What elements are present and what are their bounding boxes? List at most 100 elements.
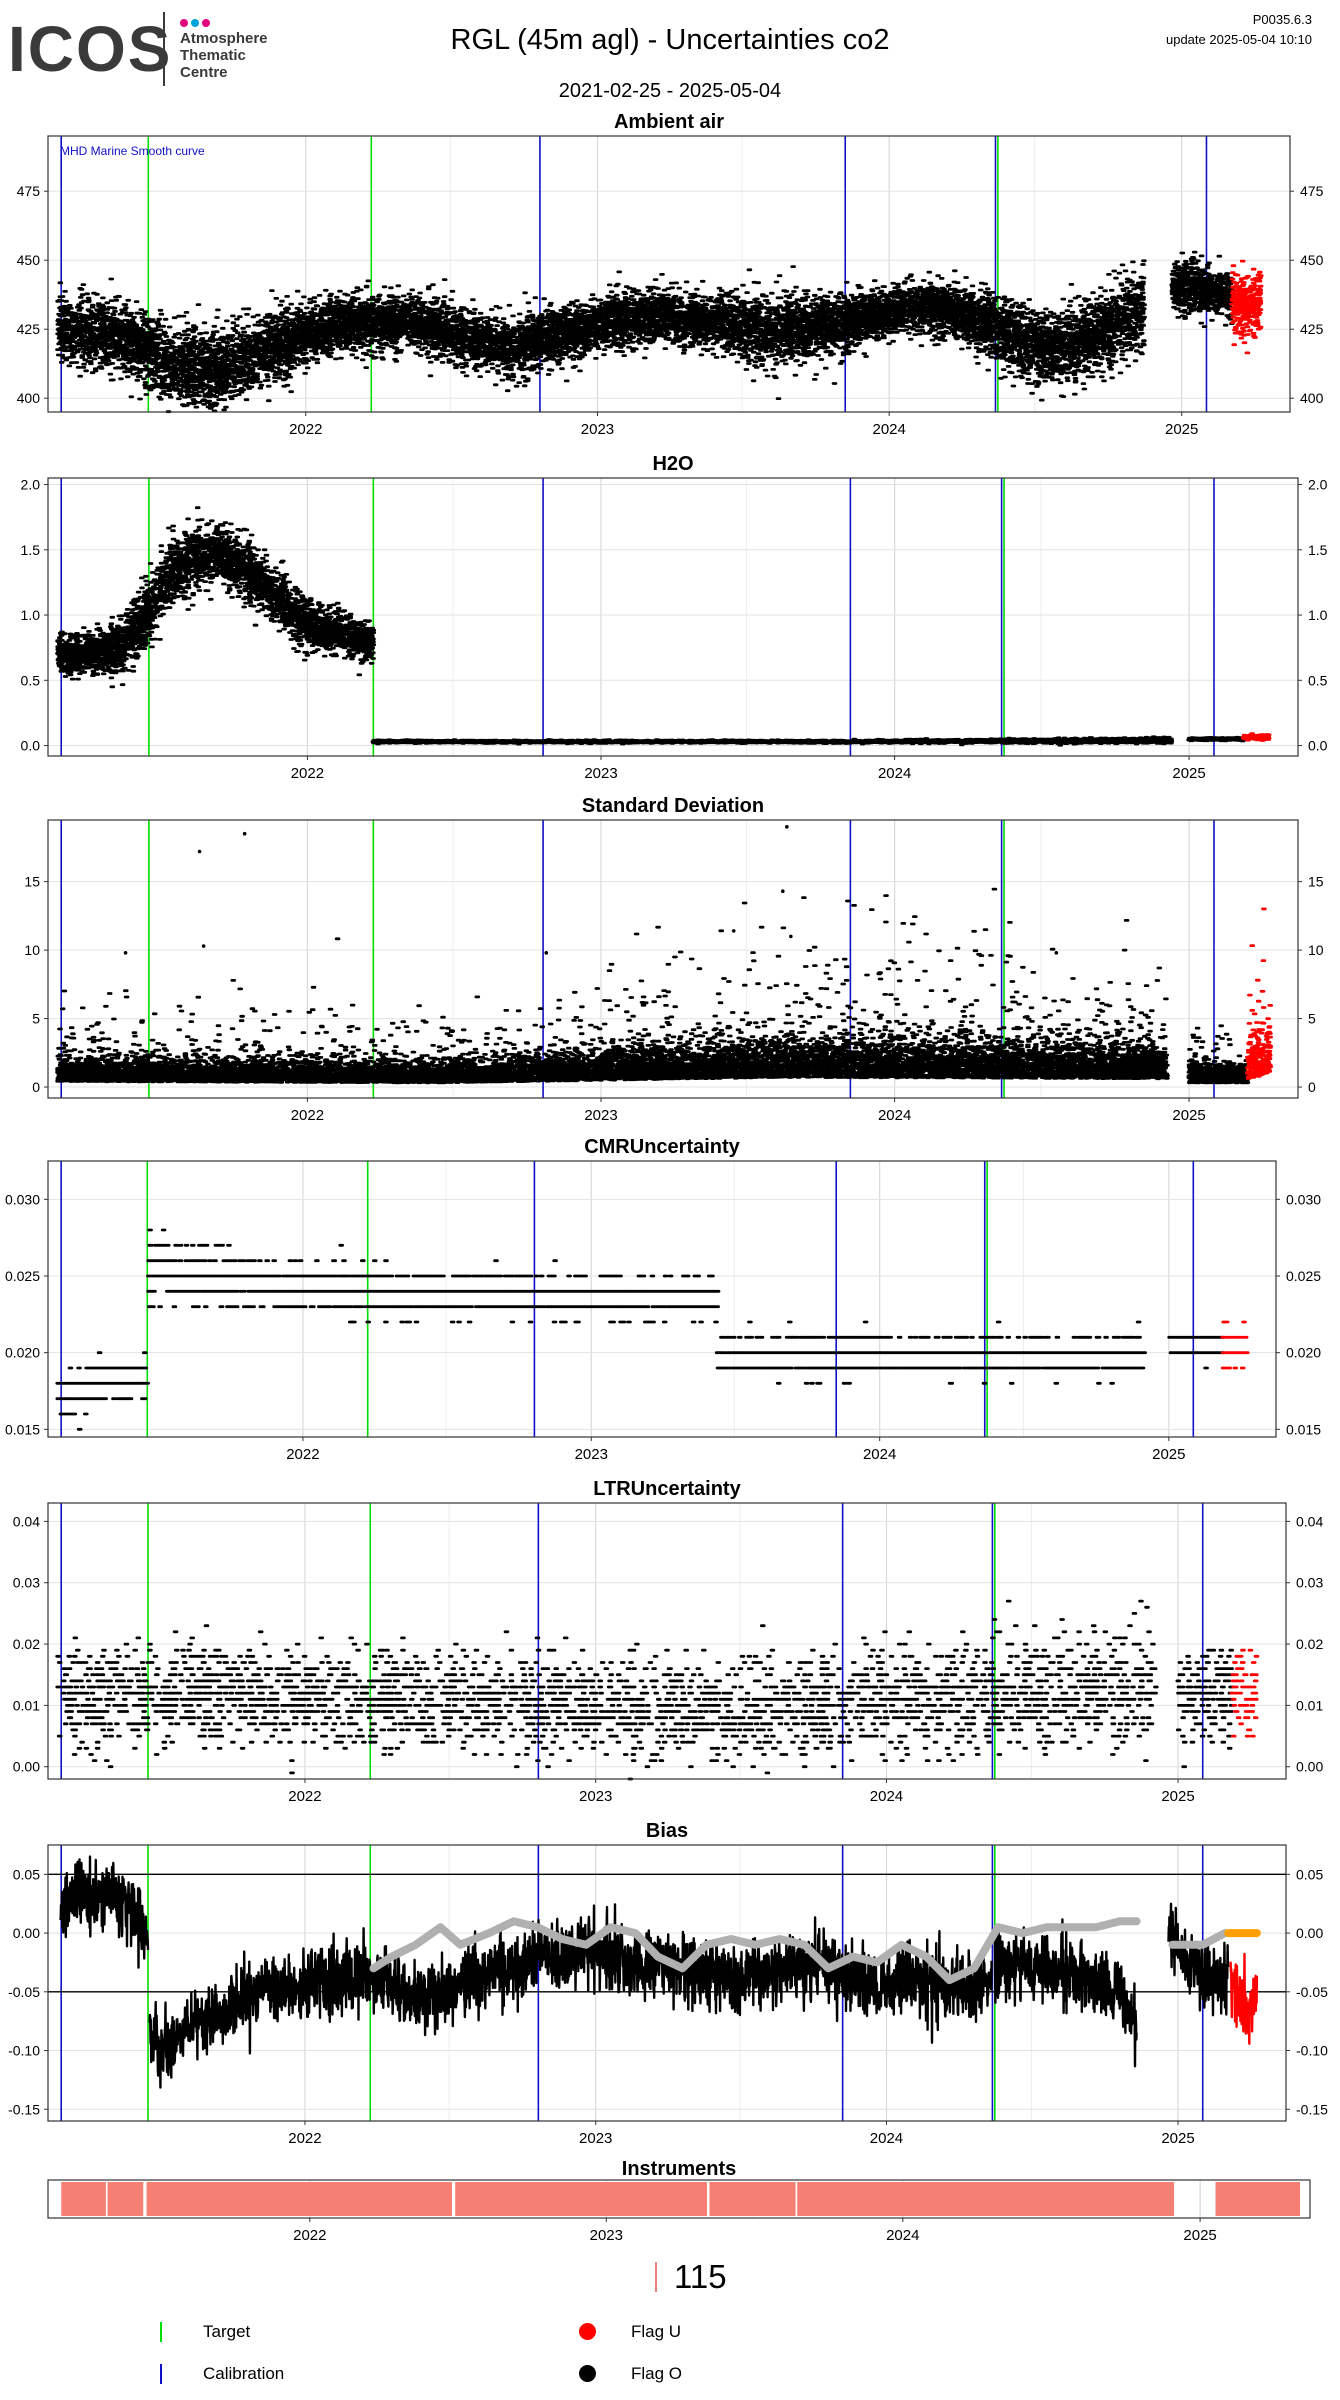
y-tick-label-left: 0.01 xyxy=(13,1697,40,1713)
logo-subtitle: Atmosphere Thematic Centre xyxy=(180,30,268,81)
outlier-point xyxy=(1054,951,1059,955)
bias-flag-o-line xyxy=(148,1927,372,2089)
y-tick-label-left: 0 xyxy=(32,1079,40,1095)
flag-o-points xyxy=(55,506,377,689)
flag-o-points xyxy=(714,1320,1147,1385)
y-tick-label-right: 0.03 xyxy=(1296,1575,1323,1591)
logo-dot-icon xyxy=(191,19,199,27)
logo-dots-icon xyxy=(180,14,213,27)
bias-smooth-line xyxy=(1168,1929,1229,1949)
outlier-point xyxy=(731,929,736,933)
outlier-point xyxy=(242,831,247,836)
x-tick-label: 2022 xyxy=(291,1107,324,1124)
bias-flag-u-line xyxy=(1229,1952,1259,2045)
x-tick-label: 2023 xyxy=(590,2227,623,2244)
x-tick-label: 2023 xyxy=(584,765,617,782)
y-tick-label-left: 0.00 xyxy=(13,1759,40,1775)
outlier-point xyxy=(789,934,793,939)
page-header: ICOS Atmosphere Thematic Centre RGL (45m… xyxy=(0,0,1340,102)
instrument-period-bar xyxy=(1215,2182,1300,2216)
y-tick-label-left: 0.5 xyxy=(21,672,41,688)
y-tick-label-right: 400 xyxy=(1300,390,1324,406)
y-tick-label-left: 0.030 xyxy=(5,1191,40,1207)
outlier-point xyxy=(123,951,128,955)
x-tick-label: 2024 xyxy=(878,765,911,782)
x-tick-label: 2025 xyxy=(1172,1107,1205,1124)
y-tick-label-right: 0.00 xyxy=(1296,1759,1323,1775)
update-timestamp: update 2025-05-04 10:10 xyxy=(1165,32,1312,47)
x-tick-label: 2024 xyxy=(872,421,905,438)
page-title: RGL (45m agl) - Uncertainties co2 xyxy=(450,24,890,56)
plot-border xyxy=(47,1502,1287,1780)
y-tick-label-right: 425 xyxy=(1300,321,1324,337)
flag-o-points xyxy=(370,735,1174,747)
y-tick-label-right: 0 xyxy=(1308,1079,1316,1095)
legend-flag-u-swatch xyxy=(579,2323,596,2340)
version-label: P0035.6.3 xyxy=(1252,12,1312,27)
plot-background xyxy=(48,1503,1286,1779)
chart-title: Standard Deviation xyxy=(582,795,764,817)
chart-title: CMRUncertainty xyxy=(584,1136,740,1158)
y-tick-label-left: 10 xyxy=(24,942,40,958)
chart-instruments: Instruments 2022 2023 2024 2025 xyxy=(47,2158,1311,2244)
flag-u-points xyxy=(1229,259,1264,355)
plot-border xyxy=(47,135,1291,413)
outlier-point xyxy=(785,825,789,829)
y-tick-label-right: 0.00 xyxy=(1296,1925,1323,1941)
y-tick-label-right: 0.5 xyxy=(1308,672,1328,688)
y-tick-label-left: 0.015 xyxy=(5,1421,40,1437)
x-tick-label: 2023 xyxy=(579,1788,612,1805)
y-tick-label-right: 10 xyxy=(1308,942,1324,958)
x-tick-label: 2022 xyxy=(286,1446,319,1463)
x-tick-label: 2024 xyxy=(886,2227,919,2244)
x-tick-label: 2023 xyxy=(581,421,614,438)
y-tick-label-left: 0.02 xyxy=(13,1636,40,1652)
x-tick-label: 2025 xyxy=(1161,1788,1194,1805)
y-tick-label-right: 1.0 xyxy=(1308,607,1328,623)
plot-border xyxy=(47,2179,1311,2219)
y-tick-label-left: 0.0 xyxy=(21,738,41,754)
y-tick-label-right: 0.02 xyxy=(1296,1636,1323,1652)
flag-o-points xyxy=(55,887,1170,1085)
flag-u-points xyxy=(1220,1320,1250,1370)
chart-title: Bias xyxy=(646,1820,688,1842)
chart-cmr: CMRUncertainty 2022 2023 2024 2025 0.015 0.015… xyxy=(5,1136,1321,1463)
plot-background xyxy=(48,478,1298,756)
instrument-period-bar xyxy=(797,2182,1175,2216)
x-tick-label: 2024 xyxy=(870,1788,903,1805)
plot-background xyxy=(48,1161,1276,1437)
flag-u-points xyxy=(1245,907,1274,1080)
y-tick-label-left: 0.025 xyxy=(5,1268,40,1284)
legend-flag-u-label: Flag U xyxy=(631,2322,682,2341)
legend: Target Calibration Flag U Flag O xyxy=(0,2250,1340,2400)
y-tick-label-right: 5 xyxy=(1308,1011,1316,1027)
y-tick-label-left: -0.10 xyxy=(8,2043,40,2059)
y-tick-label-right: 0.015 xyxy=(1286,1421,1321,1437)
instrument-period-bar xyxy=(146,2182,452,2216)
instrument-period-bar xyxy=(455,2182,708,2216)
outlier-point xyxy=(201,944,206,948)
outlier-point xyxy=(781,889,785,894)
instrument-period-bar xyxy=(709,2182,796,2216)
y-tick-label-left: -0.05 xyxy=(8,1984,40,2000)
chart-title: Instruments xyxy=(622,2158,736,2180)
date-range: 2021-02-25 - 2025-05-04 xyxy=(558,80,782,102)
y-tick-label-left: 450 xyxy=(17,252,41,268)
x-tick-label: 2022 xyxy=(288,1788,321,1805)
flag-o-points xyxy=(1169,250,1235,328)
y-tick-label-left: 2.0 xyxy=(21,477,41,493)
outlier-point xyxy=(544,951,549,955)
flag-o-points xyxy=(55,259,1147,414)
y-tick-label-left: 0.04 xyxy=(13,1513,40,1529)
plot-border xyxy=(47,819,1299,1099)
legend-flag-o-label: Flag O xyxy=(631,2364,683,2383)
x-tick-label: 2022 xyxy=(293,2227,326,2244)
chart-title: Ambient air xyxy=(614,111,724,133)
y-tick-label-right: 15 xyxy=(1308,874,1324,890)
y-tick-label-left: 5 xyxy=(32,1011,40,1027)
logo-divider xyxy=(163,12,165,86)
chart-ltr: LTRUncertainty 2022 2023 2024 2025 0.00 0.00 0.… xyxy=(13,1478,1324,1805)
flag-u-points xyxy=(1241,732,1272,742)
legend-calibration-label: Calibration xyxy=(203,2364,285,2383)
y-tick-label-left: 425 xyxy=(17,321,41,337)
